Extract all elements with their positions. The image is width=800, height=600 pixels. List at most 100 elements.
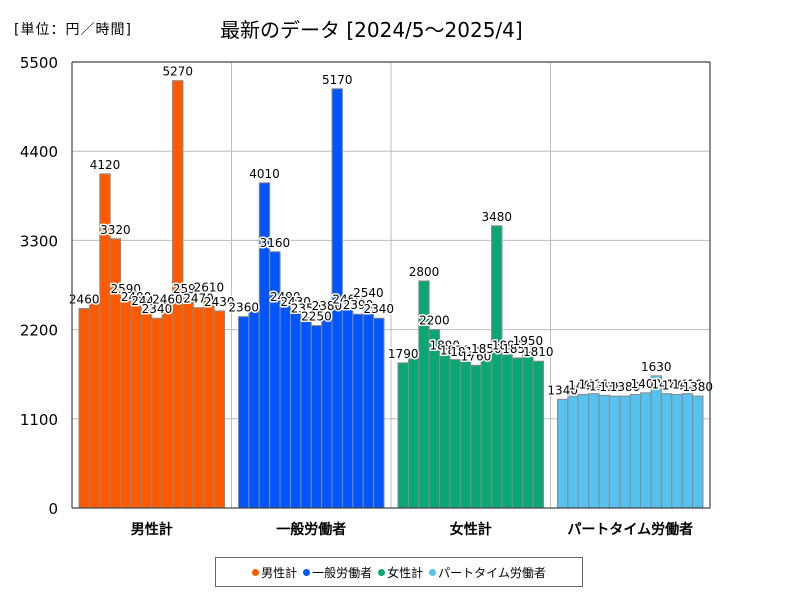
bar [522, 349, 534, 509]
data-label: 1410 [672, 378, 703, 392]
data-label: 2340 [142, 302, 173, 316]
bar [397, 362, 409, 509]
bar [501, 354, 513, 509]
data-label: 2470 [183, 292, 214, 306]
data-label: 2340 [364, 302, 395, 316]
y-tick-label: 1100 [20, 411, 58, 429]
bar [640, 392, 652, 509]
data-label: 2350 [291, 301, 322, 315]
bar [608, 395, 621, 509]
data-label: 2440 [131, 294, 162, 308]
bar [258, 182, 271, 509]
legend-item: パートタイム労働者 [429, 564, 546, 581]
bar [341, 308, 354, 509]
bar [109, 238, 122, 509]
y-tick-label: 4400 [20, 143, 58, 161]
x-category-label: 一般労働者 [276, 521, 346, 538]
unit-label: [単位：円／時間] [14, 22, 132, 38]
data-label: 1760 [461, 349, 492, 363]
legend-marker [252, 568, 260, 576]
data-label: 2540 [353, 286, 384, 300]
data-label: 2250 [301, 310, 332, 324]
bar [449, 359, 461, 509]
bar [182, 297, 194, 509]
bar [88, 301, 101, 509]
bar [140, 309, 153, 509]
chart-title: 最新のデータ [2024/5～2025/4] [220, 18, 523, 42]
bar [213, 310, 226, 509]
data-label: 2430 [204, 295, 235, 309]
bar [532, 360, 544, 509]
legend-item: 一般労働者 [303, 564, 372, 581]
x-category-label: パートタイム労働者 [567, 521, 693, 538]
data-label: 1400 [631, 377, 662, 391]
y-tick-label: 3300 [20, 232, 58, 250]
data-label: 1400 [568, 378, 599, 392]
bar [289, 310, 302, 509]
data-label: 2460 [332, 293, 363, 307]
data-label: 1810 [450, 345, 481, 359]
data-label: 1790 [388, 347, 419, 361]
bar [511, 357, 524, 509]
data-label: 1630 [641, 360, 672, 374]
legend-marker [429, 568, 437, 576]
bar [459, 360, 472, 509]
bar [629, 393, 642, 509]
legend-item: 男性計 [252, 564, 297, 581]
bar [238, 316, 250, 509]
data-label: 2610 [194, 280, 225, 294]
data-label: 2460 [152, 293, 183, 307]
bar [619, 395, 631, 509]
bar [577, 393, 590, 509]
data-label: 2590 [173, 282, 204, 296]
bar [439, 354, 451, 509]
x-category-label: 女性計 [450, 521, 492, 538]
data-label: 1950 [513, 334, 544, 348]
bar [660, 393, 673, 509]
bar [161, 308, 174, 509]
data-label: 3480 [481, 210, 512, 224]
data-label: 1890 [429, 339, 460, 353]
data-label: 1850 [502, 342, 533, 356]
data-label: 2490 [270, 290, 301, 304]
bar [321, 314, 333, 509]
y-tick-label: 2200 [20, 322, 58, 340]
data-label: 1400 [662, 378, 693, 392]
bar [491, 225, 503, 509]
bar [681, 393, 694, 509]
data-label: 1890 [492, 339, 523, 353]
y-tick-label: 0 [48, 500, 58, 518]
data-label: 1390 [589, 379, 620, 393]
bar [352, 313, 364, 509]
bar [588, 393, 600, 509]
data-label: 1340 [547, 383, 578, 397]
legend-marker [303, 568, 311, 576]
data-label: 3160 [260, 236, 291, 250]
data-label: 2800 [409, 265, 440, 279]
data-label: 2390 [343, 298, 374, 312]
legend-item: 女性計 [378, 564, 423, 581]
bar [428, 329, 441, 509]
data-label: 2490 [121, 290, 152, 304]
data-label: 1850 [471, 342, 502, 356]
data-label: 2430 [280, 295, 311, 309]
data-label: 2200 [419, 314, 450, 328]
bar [192, 307, 205, 509]
legend-label: 女性計 [387, 565, 424, 580]
bar [373, 317, 385, 509]
legend-marker [378, 568, 386, 576]
bar [130, 305, 142, 509]
data-label: 3320 [100, 223, 131, 237]
bar [407, 358, 420, 509]
data-label: 1830 [440, 344, 471, 358]
y-tick-label: 5500 [20, 54, 58, 72]
data-label: 2460 [69, 293, 100, 307]
chart-legend: 男性計 一般労働者 女性計 パートタイム労働者 [215, 557, 583, 587]
data-label: 1410 [651, 378, 682, 392]
data-label: 2360 [228, 301, 259, 315]
bar [362, 301, 375, 509]
legend-label: 男性計 [261, 565, 298, 580]
data-label: 2380 [312, 299, 343, 313]
bar [557, 398, 569, 509]
